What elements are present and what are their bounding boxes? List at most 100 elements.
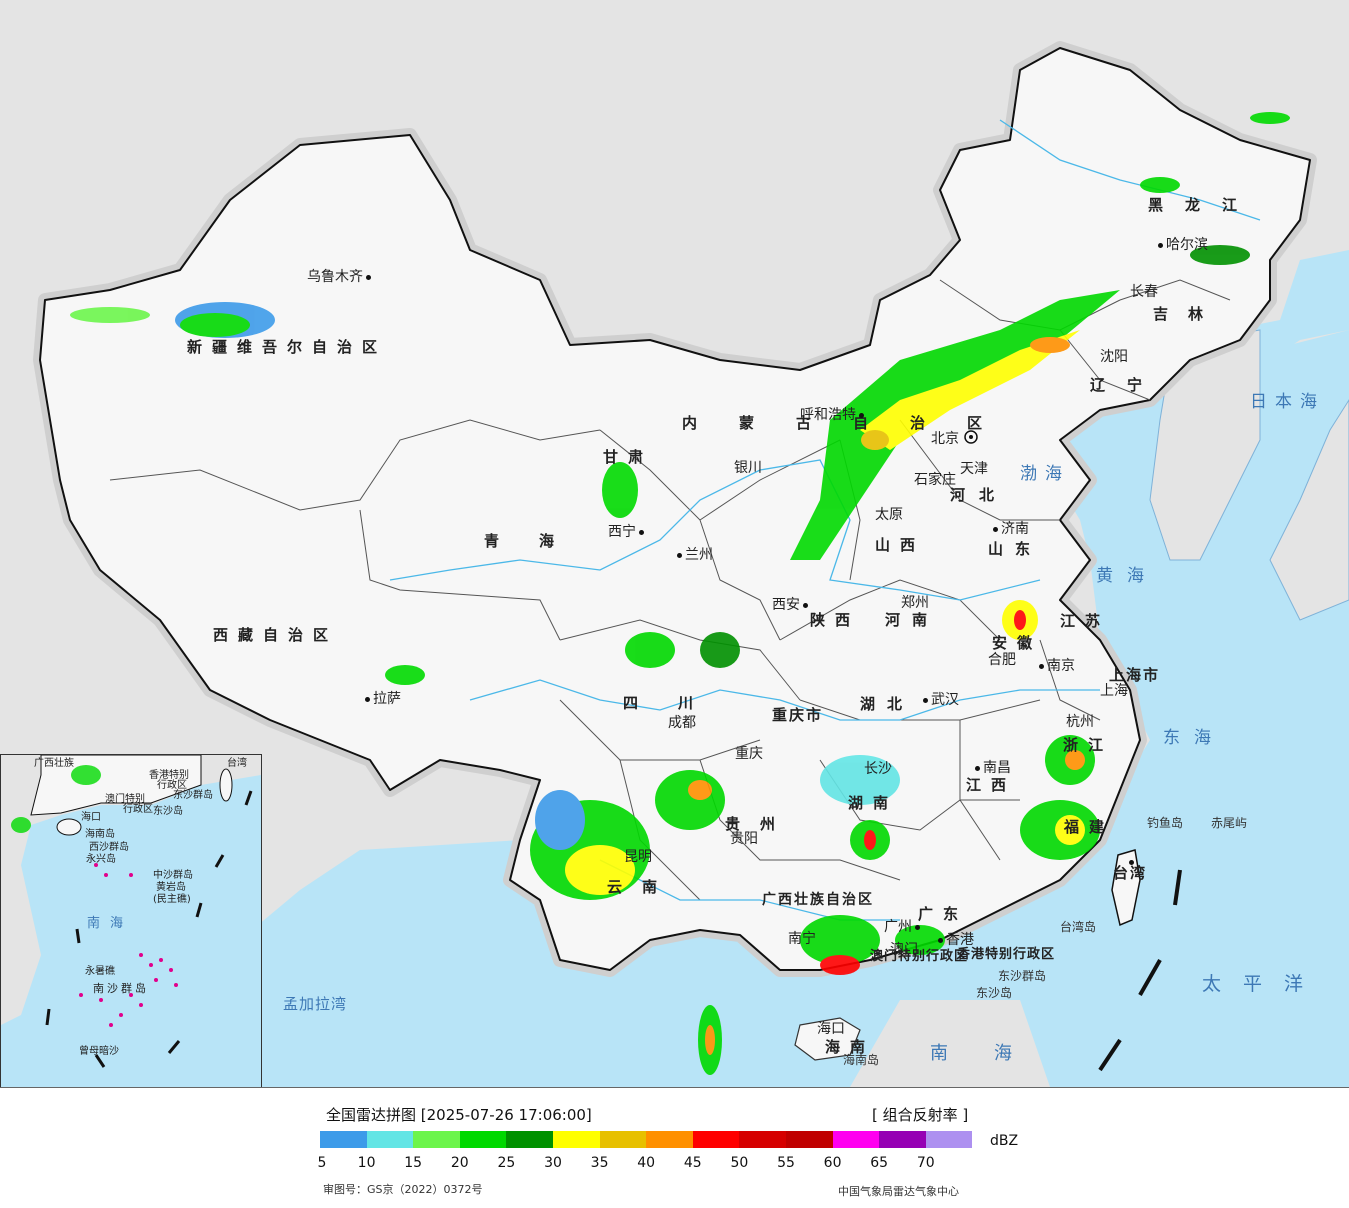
sea-label: 渤海 [1020, 464, 1070, 484]
province-label: 海南 [825, 1038, 876, 1056]
color-swatch [832, 1131, 880, 1148]
tick-label: 60 [823, 1155, 842, 1171]
hainan-island [794, 1017, 861, 1061]
tick-label: 20 [450, 1155, 469, 1171]
city-label: 杭州 [1066, 714, 1094, 730]
city-label: 上海 [1100, 683, 1128, 699]
province-label: 香港特别行政区 [957, 947, 1056, 962]
color-swatch [879, 1131, 926, 1148]
inset-label: 东沙岛 [153, 806, 183, 817]
province-label: 四川 [623, 694, 734, 712]
unit-label: dBZ [990, 1133, 1019, 1149]
japan-land [1269, 399, 1349, 621]
inset-label: 曾母暗沙 [79, 1046, 119, 1057]
city-label: 南宁 [788, 931, 816, 947]
city-label: 海口 [817, 1021, 845, 1037]
inset-label: 广西壮族 [34, 758, 74, 769]
city-label: 哈尔滨 [1155, 238, 1208, 252]
source-credit: 中国气象局雷达气象中心 [838, 1185, 959, 1198]
province-label: 内蒙古自治区 [682, 414, 1025, 432]
tick-label: 50 [730, 1155, 749, 1171]
city-label: 南昌 [972, 761, 1011, 775]
city-label: 昆明 [624, 849, 652, 865]
city-label: 合肥 [988, 652, 1016, 668]
province-label: 河北 [950, 486, 1009, 504]
city-label: 南京 [1036, 659, 1075, 673]
maritime-boundary [1098, 869, 1182, 1072]
color-swatch [459, 1131, 507, 1148]
city-label: 广州 [884, 920, 923, 934]
province-label: 吉林 [1153, 305, 1224, 323]
tick-label: 55 [777, 1155, 795, 1171]
province-label: 广西壮族自治区 [762, 892, 874, 908]
city-label: 武汉 [920, 693, 959, 707]
inset-label: 香港特别 [149, 770, 189, 781]
tick-label: 30 [544, 1155, 562, 1171]
inset-label: 南沙群岛 [93, 982, 149, 995]
tick-label: 40 [637, 1155, 656, 1171]
product-label: [ 组合反射率 ] [872, 1106, 969, 1124]
province-label: 陕西 [810, 611, 861, 629]
tick-label: 15 [404, 1155, 423, 1171]
city-label: 呼和浩特 [800, 408, 867, 422]
province-label: 广东 [918, 905, 969, 923]
island-label: 东沙岛 [976, 986, 1013, 1000]
inset-label: 澳门特别 [105, 794, 145, 805]
inset-canvas [1, 755, 261, 1068]
province-label: 浙江 [1063, 736, 1114, 754]
inset-label: 海南岛 [85, 829, 115, 840]
radar-map[interactable]: 新疆维吾尔自治区 西藏自治区 青海 甘肃 内蒙古自治区 黑龙江 吉林 辽宁 河北… [0, 0, 1349, 1088]
island-label: 赤尾屿 [1211, 816, 1248, 830]
city-label: 贵阳 [730, 831, 758, 847]
city-label [1126, 855, 1137, 869]
city-label: 郑州 [901, 595, 929, 611]
province-label: 湖南 [848, 794, 899, 812]
city-label: 石家庄 [914, 472, 956, 488]
province-label: 重庆市 [772, 706, 824, 724]
color-swatch [506, 1131, 553, 1148]
city-label: 澳门 [890, 942, 918, 958]
inset-label: 台湾 [227, 758, 247, 769]
province-label: 台湾 [1113, 864, 1148, 882]
province-label: 山西 [875, 536, 926, 554]
sea-label: 南海 [930, 1043, 1058, 1064]
city-label: 太原 [875, 507, 903, 523]
island-label: 海南岛 [843, 1053, 880, 1067]
tick-label: 70 [916, 1155, 935, 1171]
city-label: 成都 [668, 715, 696, 731]
inset-label: 永暑礁 [85, 966, 115, 977]
inset-label: 东沙群岛 [173, 790, 213, 801]
legend-title: 全国雷达拼图 [2025-07-26 17:06:00] [326, 1106, 592, 1124]
tick-label: 35 [590, 1155, 609, 1171]
tick-label: 25 [497, 1155, 516, 1171]
city-label: 长沙 [864, 761, 892, 777]
color-swatch [366, 1131, 414, 1148]
inset-label: 中沙群岛 [153, 870, 193, 881]
color-swatch [413, 1131, 460, 1148]
province-label: 澳门特别行政区 [870, 949, 969, 964]
province-label: 江苏 [1060, 612, 1111, 630]
beijing-marker [964, 430, 978, 444]
sea-label: 日本海 [1250, 392, 1325, 412]
legend-panel: 全国雷达拼图 [2025-07-26 17:06:00] [ 组合反射率 ] d… [0, 1088, 1349, 1208]
city-label: 西安 [772, 598, 811, 612]
island-label: 东沙群岛 [998, 969, 1047, 983]
city-label: 北京 [931, 431, 959, 447]
color-swatch [320, 1131, 367, 1148]
city-label: 长春 [1130, 284, 1158, 300]
tick-label: 45 [683, 1155, 702, 1171]
inset-label: 行政区 [157, 780, 187, 791]
tick-label: 5 [317, 1155, 327, 1171]
color-swatch [646, 1131, 693, 1148]
province-label: 江西 [966, 776, 1017, 794]
color-swatch [692, 1131, 740, 1148]
province-label: 新疆维吾尔自治区 [187, 338, 388, 356]
color-swatch [599, 1131, 647, 1148]
city-label: 拉萨 [362, 692, 401, 706]
city-label: 沈阳 [1100, 349, 1128, 365]
map-canvas [0, 0, 1349, 1087]
province-label: 上海市 [1109, 666, 1161, 684]
inset-label: 南海 [87, 916, 134, 931]
province-label: 河南 [885, 611, 940, 629]
inset-label: 行政区 [123, 804, 153, 815]
